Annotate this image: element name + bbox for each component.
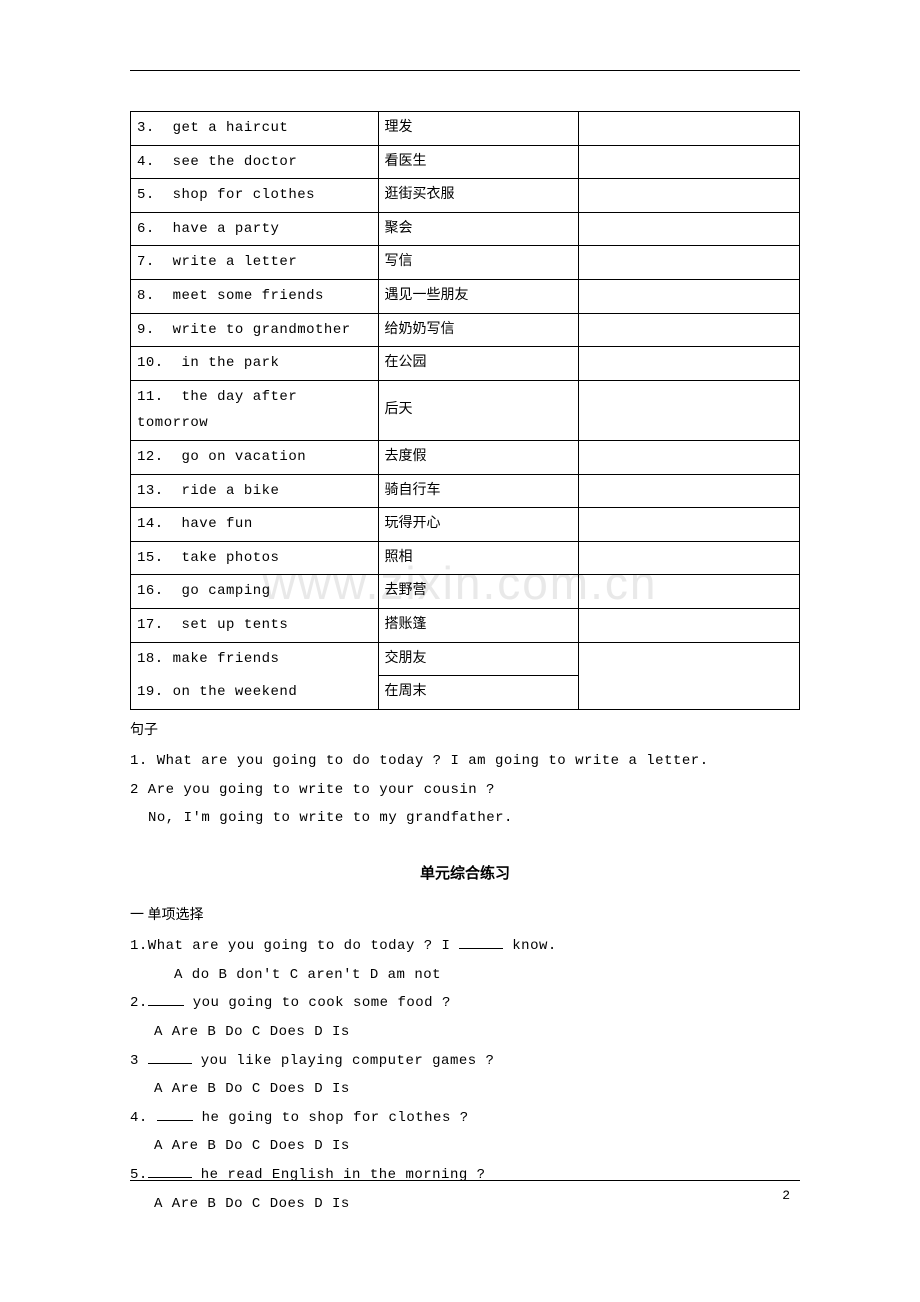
table-row: 16. go camping去野营: [131, 575, 800, 609]
vocab-blank: [579, 112, 800, 146]
exercise-question: 2. you going to cook some food ?: [130, 990, 800, 1017]
vocab-table: 3. get a haircut理发4. see the doctor看医生5.…: [130, 111, 800, 710]
vocab-en: 18. make friends: [131, 642, 379, 676]
vocab-blank: [579, 347, 800, 381]
table-row: 17. set up tents搭账篷: [131, 608, 800, 642]
table-row: 14. have fun玩得开心: [131, 508, 800, 542]
sentence-1: 1. What are you going to do today ? I am…: [130, 748, 800, 775]
vocab-en: 9. write to grandmother: [131, 313, 379, 347]
vocab-blank: [579, 508, 800, 542]
vocab-zh: 骑自行车: [378, 474, 579, 508]
vocab-blank: [579, 279, 800, 313]
vocab-blank: [579, 145, 800, 179]
exercise-question: 1.What are you going to do today ? I kno…: [130, 933, 800, 960]
blank-line: [148, 1164, 192, 1178]
vocab-zh: 后天: [378, 380, 579, 440]
vocab-zh: 玩得开心: [378, 508, 579, 542]
blank-line: [157, 1107, 193, 1121]
exercise-options: A Are B Do C Does D Is: [130, 1076, 800, 1103]
exercise-title: 单元综合练习: [130, 860, 800, 889]
vocab-en: 10. in the park: [131, 347, 379, 381]
vocab-en: 6. have a party: [131, 212, 379, 246]
vocab-en: 3. get a haircut: [131, 112, 379, 146]
exercise-options: A Are B Do C Does D Is: [130, 1019, 800, 1046]
vocab-en: 15. take photos: [131, 541, 379, 575]
vocab-zh: 去度假: [378, 440, 579, 474]
vocab-zh: 照相: [378, 541, 579, 575]
table-row: 8. meet some friends遇见一些朋友: [131, 279, 800, 313]
table-row: 10. in the park在公园: [131, 347, 800, 381]
vocab-blank: [579, 380, 800, 440]
vocab-en: 5. shop for clothes: [131, 179, 379, 213]
vocab-en: 17. set up tents: [131, 608, 379, 642]
blank-line: [148, 992, 184, 1006]
exercise-options: A Are B Do C Does D Is: [130, 1191, 800, 1218]
table-row: 11. the day after tomorrow后天: [131, 380, 800, 440]
vocab-blank: [579, 212, 800, 246]
table-row: 3. get a haircut理发: [131, 112, 800, 146]
sentence-2b: No, I'm going to write to my grandfather…: [130, 805, 800, 832]
table-row: 4. see the doctor看医生: [131, 145, 800, 179]
blank-line: [459, 935, 503, 949]
vocab-zh: 去野营: [378, 575, 579, 609]
vocab-blank: [579, 440, 800, 474]
vocab-en: 7. write a letter: [131, 246, 379, 280]
vocab-en: 12. go on vacation: [131, 440, 379, 474]
vocab-blank: [579, 541, 800, 575]
table-row: 12. go on vacation去度假: [131, 440, 800, 474]
vocab-zh: 在公园: [378, 347, 579, 381]
table-row: 7. write a letter写信: [131, 246, 800, 280]
vocab-blank: [579, 608, 800, 642]
exercise-list: 1.What are you going to do today ? I kno…: [130, 933, 800, 1217]
vocab-blank: [579, 474, 800, 508]
vocab-en: 14. have fun: [131, 508, 379, 542]
table-row: 13. ride a bike骑自行车: [131, 474, 800, 508]
vocab-zh: 交朋友: [378, 642, 579, 676]
vocab-zh: 写信: [378, 246, 579, 280]
vocab-blank: [579, 642, 800, 709]
vocab-zh: 在周末: [378, 676, 579, 710]
vocab-en: 11. the day after tomorrow: [131, 380, 379, 440]
exercise-options: A Are B Do C Does D Is: [130, 1133, 800, 1160]
vocab-en: 16. go camping: [131, 575, 379, 609]
vocab-zh: 看医生: [378, 145, 579, 179]
sentences-header: 句子: [130, 718, 800, 745]
table-row: 6. have a party聚会: [131, 212, 800, 246]
vocab-zh: 聚会: [378, 212, 579, 246]
vocab-blank: [579, 313, 800, 347]
table-row: 5. shop for clothes逛街买衣服: [131, 179, 800, 213]
vocab-zh: 给奶奶写信: [378, 313, 579, 347]
vocab-blank: [579, 179, 800, 213]
exercise-question: 3 you like playing computer games ?: [130, 1048, 800, 1075]
table-row: 9. write to grandmother给奶奶写信: [131, 313, 800, 347]
vocab-zh: 理发: [378, 112, 579, 146]
exercise-question: 5. he read English in the morning ?: [130, 1162, 800, 1189]
vocab-zh: 逛街买衣服: [378, 179, 579, 213]
vocab-en: 19. on the weekend: [131, 676, 379, 710]
vocab-en: 13. ride a bike: [131, 474, 379, 508]
table-row: 15. take photos照相: [131, 541, 800, 575]
vocab-blank: [579, 575, 800, 609]
exercise-options: A do B don't C aren't D am not: [130, 962, 800, 989]
vocab-zh: 搭账篷: [378, 608, 579, 642]
vocab-zh: 遇见一些朋友: [378, 279, 579, 313]
table-row: 18. make friends交朋友: [131, 642, 800, 676]
blank-line: [148, 1050, 192, 1064]
section-one-label: 一 单项选择: [130, 903, 800, 930]
vocab-en: 4. see the doctor: [131, 145, 379, 179]
vocab-en: 8. meet some friends: [131, 279, 379, 313]
sentence-2: 2 Are you going to write to your cousin …: [130, 777, 800, 804]
vocab-blank: [579, 246, 800, 280]
exercise-question: 4. he going to shop for clothes ?: [130, 1105, 800, 1132]
top-horizontal-rule: [130, 70, 800, 71]
